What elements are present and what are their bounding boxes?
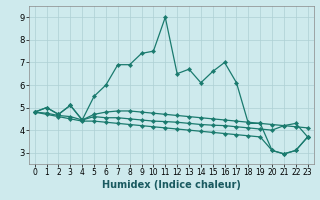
X-axis label: Humidex (Indice chaleur): Humidex (Indice chaleur) xyxy=(102,180,241,190)
